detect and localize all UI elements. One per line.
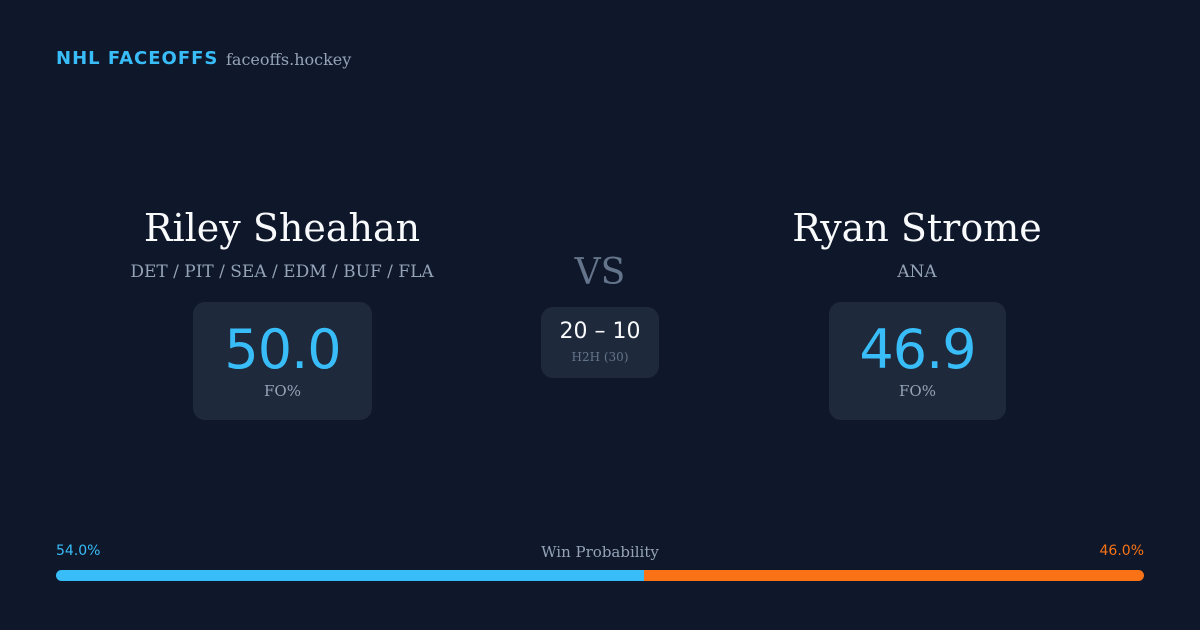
site-url: faceoffs.hockey	[226, 50, 352, 69]
vs: VS	[574, 252, 626, 293]
fo-label: FO%	[899, 382, 936, 400]
fo-card: 46.9 FO%	[829, 302, 1006, 420]
fo-value: 50.0	[224, 318, 341, 381]
win-prob-segment	[56, 570, 644, 581]
player-name: Ryan Strome	[792, 206, 1042, 250]
player-name: Riley Sheahan	[143, 206, 421, 250]
win-prob-segment	[643, 570, 1144, 581]
brand: NHL FACEOFFS	[56, 48, 219, 69]
player-teams: DET / PIT / SEA / EDM / BUF / FLA	[130, 262, 434, 282]
h2h-score: 20 – 10	[559, 319, 641, 344]
win-prob-left: 54.0%	[56, 543, 101, 559]
player-teams: ANA	[897, 262, 937, 282]
h2h-card: 20 – 10 H2H (30)	[541, 307, 659, 378]
win-prob-bar	[56, 570, 1144, 581]
win-prob-title: Win Probability	[541, 543, 659, 561]
fo-value: 46.9	[859, 318, 976, 381]
fo-card: 50.0 FO%	[193, 302, 372, 420]
h2h-label: H2H (30)	[571, 350, 629, 364]
fo-label: FO%	[264, 382, 301, 400]
win-prob-right: 46.0%	[1099, 543, 1144, 559]
